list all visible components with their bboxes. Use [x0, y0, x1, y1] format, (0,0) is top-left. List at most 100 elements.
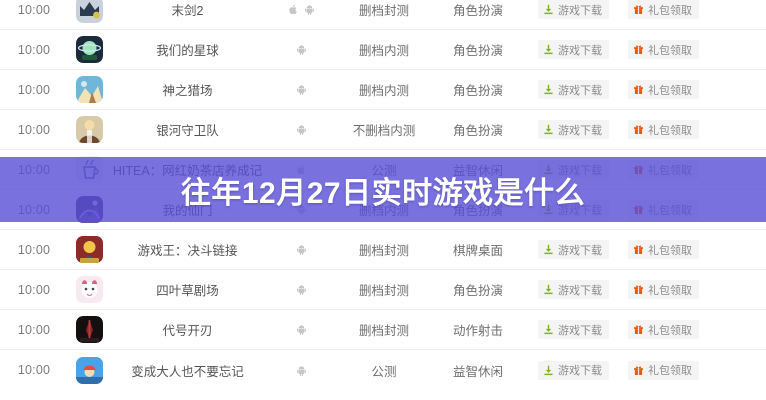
download-button[interactable]: 游戏下载 [538, 40, 609, 59]
gift-icon [634, 285, 643, 295]
row-thumbnail-cell [68, 196, 110, 223]
game-thumbnail[interactable] [75, 0, 103, 23]
row-time: 10:00 [17, 202, 51, 217]
game-name[interactable]: 我的仙门 [162, 204, 213, 218]
game-genre: 角色扮演 [452, 204, 503, 218]
table-row[interactable]: 10:00 游戏王：决斗链接 删档封测 棋牌桌面 游戏下载 礼包领取 [0, 230, 766, 270]
gift-icon [634, 365, 643, 375]
platform-icons [265, 324, 337, 335]
table-row[interactable]: 10:00 变成大人也不要忘记 公测 益智休闲 游戏下载 礼包领取 [0, 350, 766, 390]
gift-button[interactable]: 礼包领取 [628, 200, 699, 219]
game-genre: 角色扮演 [452, 84, 503, 98]
table-row[interactable]: 10:00 神之猎场 删档内测 角色扮演 游戏下载 礼包领取 [0, 70, 766, 110]
game-thumbnail[interactable] [75, 76, 103, 103]
gift-button-label: 礼包领取 [648, 324, 692, 337]
platform-icons [265, 84, 337, 95]
android-icon [296, 205, 306, 215]
table-row[interactable]: 10:00 银河守卫队 不删档内测 角色扮演 游戏下载 礼包领取 [0, 110, 766, 150]
game-name[interactable]: 四叶草剧场 [156, 284, 219, 298]
row-time: 10:00 [17, 2, 51, 17]
row-time: 10:00 [17, 363, 51, 377]
download-button-label: 游戏下载 [558, 284, 602, 297]
game-genre: 角色扮演 [452, 4, 503, 18]
row-actions: 游戏下载 礼包领取 [525, 280, 766, 299]
gift-button-label: 礼包领取 [648, 164, 692, 177]
table-row[interactable]: 10:00 代号开刃 删档封测 动作射击 游戏下载 礼包领取 [0, 310, 766, 350]
gift-icon [634, 45, 643, 55]
gift-icon [634, 165, 643, 175]
gift-button[interactable]: 礼包领取 [628, 320, 699, 339]
download-button-label: 游戏下载 [558, 204, 602, 217]
gift-button[interactable]: 礼包领取 [628, 160, 699, 179]
download-button[interactable]: 游戏下载 [538, 120, 609, 139]
game-thumbnail[interactable] [75, 236, 103, 263]
download-button[interactable]: 游戏下载 [538, 0, 609, 19]
game-thumbnail[interactable] [75, 156, 103, 183]
download-button[interactable]: 游戏下载 [538, 160, 609, 179]
android-icon [296, 285, 306, 295]
row-actions: 游戏下载 礼包领取 [525, 120, 766, 139]
game-thumbnail[interactable] [75, 36, 103, 63]
gift-button[interactable]: 礼包领取 [628, 360, 699, 380]
game-name[interactable]: 我们的星球 [156, 44, 219, 58]
row-thumbnail-cell [68, 116, 110, 143]
download-button[interactable]: 游戏下载 [538, 280, 609, 299]
gift-button[interactable]: 礼包领取 [628, 80, 699, 99]
table-row[interactable]: 10:00 HITEA：网红奶茶店养成记 公测 益智休闲 游戏下载 礼包领取 [0, 150, 766, 190]
platform-icons [265, 244, 337, 255]
gift-button[interactable]: 礼包领取 [628, 120, 699, 139]
gift-icon [634, 245, 643, 255]
game-genre: 棋牌桌面 [452, 244, 503, 258]
table-row[interactable]: 10:00 我的仙门 删档内测 角色扮演 游戏下载 礼包领取 [0, 190, 766, 230]
gift-button-label: 礼包领取 [648, 244, 692, 257]
game-name[interactable]: 末剑2 [171, 4, 204, 18]
row-thumbnail-cell [68, 76, 110, 103]
game-thumbnail[interactable] [75, 316, 103, 343]
gift-button[interactable]: 礼包领取 [628, 280, 699, 299]
test-status: 不删档内测 [352, 124, 416, 138]
game-name[interactable]: 变成大人也不要忘记 [131, 364, 244, 379]
download-button[interactable]: 游戏下载 [538, 320, 609, 339]
game-thumbnail[interactable] [75, 356, 103, 384]
download-icon [544, 164, 553, 175]
download-button[interactable]: 游戏下载 [538, 360, 609, 380]
download-button-label: 游戏下载 [558, 244, 602, 257]
android-icon [296, 325, 306, 335]
test-status: 公测 [371, 164, 397, 178]
gift-button-label: 礼包领取 [648, 365, 692, 377]
gift-button[interactable]: 礼包领取 [628, 240, 699, 259]
download-button[interactable]: 游戏下载 [538, 200, 609, 219]
gift-button[interactable]: 礼包领取 [628, 0, 699, 19]
android-icon [296, 85, 306, 95]
download-button[interactable]: 游戏下载 [538, 80, 609, 99]
platform-icons [265, 4, 337, 15]
gift-icon [634, 325, 643, 335]
row-time: 10:00 [17, 82, 51, 97]
row-thumbnail-cell [68, 356, 110, 384]
test-status: 删档内测 [358, 44, 409, 58]
row-time: 10:00 [17, 42, 51, 57]
game-name[interactable]: 神之猎场 [162, 84, 213, 98]
platform-icons [265, 164, 337, 175]
row-actions: 游戏下载 礼包领取 [525, 200, 766, 219]
gift-button-label: 礼包领取 [648, 284, 692, 297]
game-thumbnail[interactable] [75, 196, 103, 223]
android-icon [304, 5, 314, 15]
gift-button[interactable]: 礼包领取 [628, 40, 699, 59]
game-name[interactable]: 游戏王：决斗链接 [137, 244, 238, 258]
game-name[interactable]: 代号开刃 [162, 324, 213, 338]
download-icon [544, 124, 553, 135]
game-name[interactable]: 银河守卫队 [156, 124, 219, 138]
table-row[interactable]: 10:00 我们的星球 删档内测 角色扮演 游戏下载 礼包领取 [0, 30, 766, 70]
download-icon [544, 44, 553, 55]
table-row[interactable]: 10:00 末剑2 删档封测 角色扮演 游戏下载 礼包领取 [0, 0, 766, 30]
gift-icon [634, 205, 643, 215]
download-button[interactable]: 游戏下载 [538, 240, 609, 259]
game-thumbnail[interactable] [75, 116, 103, 143]
row-time: 10:00 [17, 122, 51, 137]
game-name[interactable]: HITEA：网红奶茶店养成记 [112, 164, 263, 178]
gift-button-label: 礼包领取 [648, 44, 692, 57]
table-row[interactable]: 10:00 四叶草剧场 删档封测 角色扮演 游戏下载 礼包领取 [0, 270, 766, 310]
game-thumbnail[interactable] [75, 276, 103, 303]
row-actions: 游戏下载 礼包领取 [525, 240, 766, 259]
